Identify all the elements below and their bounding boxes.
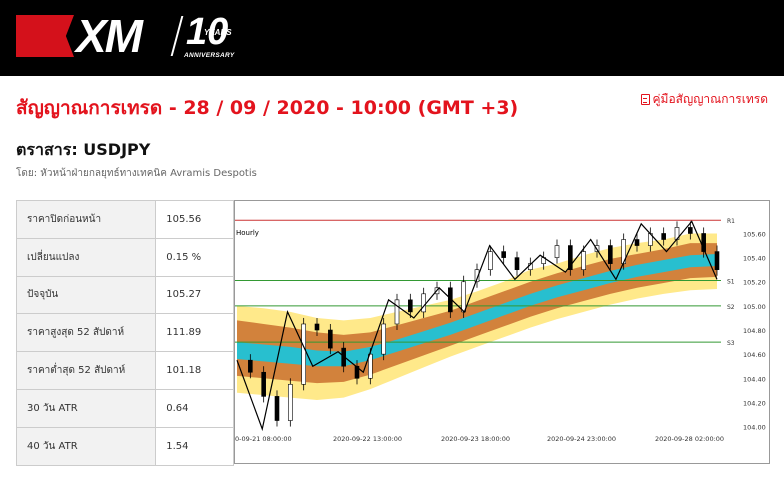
y-tick-label: 105.20 bbox=[743, 279, 766, 287]
x-tick-label: 0-09-21 08:00:00 bbox=[235, 435, 292, 443]
candle-body bbox=[581, 251, 586, 270]
stat-value: 111.89 bbox=[155, 313, 234, 353]
y-tick-label: 105.00 bbox=[743, 303, 766, 311]
candle-body bbox=[661, 233, 666, 240]
table-row: 40 วัน ATR 1.54 bbox=[15, 426, 234, 466]
price-chart: R1 S1 S2 S3 104.00 104.20 104.40 104.60 104.80 10… bbox=[234, 200, 770, 464]
y-tick-label: 104.20 bbox=[743, 399, 766, 407]
candle-body bbox=[488, 251, 493, 270]
candle-body bbox=[381, 323, 386, 355]
stat-value: 105.56 bbox=[155, 200, 234, 239]
y-tick-label: 104.60 bbox=[743, 351, 766, 359]
bull-logo-icon bbox=[16, 15, 74, 57]
candle-body bbox=[368, 353, 373, 379]
anniversary-number: 10 bbox=[186, 11, 229, 53]
logo-separator bbox=[170, 16, 184, 56]
site-header: XM 10 YEARS ANNIVERSARY bbox=[0, 0, 784, 76]
table-row: 30 วัน ATR 0.64 bbox=[15, 388, 234, 428]
candle-body bbox=[354, 365, 360, 379]
table-row: ราคาปิดก่อนหน้า 105.56 bbox=[15, 200, 234, 239]
candle-body bbox=[328, 329, 333, 349]
candle-body bbox=[688, 227, 693, 234]
candle-body bbox=[634, 239, 640, 246]
stat-label: เปลี่ยนแปลง bbox=[15, 237, 157, 277]
stat-label: ปัจจุบัน bbox=[15, 275, 157, 315]
table-row: ปัจจุบัน 105.27 bbox=[15, 275, 234, 315]
y-tick-label: 104.40 bbox=[743, 375, 766, 383]
stat-label: ราคาสูงสุด 52 สัปดาห์ bbox=[15, 313, 157, 353]
price-chart-svg: R1 S1 S2 S3 104.00 104.20 104.40 104.60 104.80 10… bbox=[235, 218, 766, 443]
candle-body bbox=[714, 251, 720, 270]
candle-body bbox=[394, 299, 400, 325]
timeframe-label: Hourly bbox=[236, 229, 259, 237]
candle-body bbox=[514, 257, 520, 270]
stat-value: 0.15 % bbox=[155, 237, 234, 277]
y-tick-label: 104.00 bbox=[743, 424, 766, 432]
page-title: สัญญาณการเทรด - 28 / 09 / 2020 - 10:00 (… bbox=[16, 97, 519, 119]
candle-body bbox=[301, 323, 306, 385]
candle-body bbox=[248, 359, 253, 373]
anniversary-years: YEARS bbox=[204, 28, 232, 37]
x-tick-label: 2020-09-24 23:00:00 bbox=[547, 435, 616, 443]
stats-table: ราคาปิดก่อนหน้า 105.56 เปลี่ยนแปลง 0.15 % … bbox=[15, 200, 234, 466]
stat-value: 0.64 bbox=[155, 388, 234, 428]
level-label-s3: S3 bbox=[727, 340, 735, 347]
y-tick-label: 104.80 bbox=[743, 327, 766, 335]
level-label-s2: S2 bbox=[727, 304, 735, 311]
candle-body bbox=[288, 384, 293, 421]
instrument-heading: ตราสาร: USDJPY bbox=[16, 140, 151, 159]
table-row: ราคาสูงสุด 52 สัปดาห์ 111.89 bbox=[15, 313, 234, 353]
x-tick-label: 2020-09-28 02:00:00 bbox=[655, 435, 724, 443]
candle-body bbox=[421, 293, 426, 313]
candle-body bbox=[501, 251, 506, 258]
candle-body bbox=[608, 245, 613, 264]
table-row: เปลี่ยนแปลง 0.15 % bbox=[15, 237, 234, 277]
x-tick-label: 2020-09-23 18:00:00 bbox=[441, 435, 510, 443]
candle-body bbox=[274, 396, 280, 421]
stat-label: ราคาต่ำสุด 52 สัปดาห์ bbox=[15, 351, 157, 390]
anniversary-label: ANNIVERSARY bbox=[184, 52, 235, 59]
candle-body bbox=[461, 281, 466, 313]
stat-value: 101.18 bbox=[155, 351, 234, 390]
trading-signal-guide-link[interactable]: คู่มือสัญญาณการเทรด bbox=[640, 90, 769, 109]
x-tick-label: 2020-09-22 13:00:00 bbox=[333, 435, 402, 443]
pdf-icon bbox=[640, 94, 650, 105]
y-tick-label: 105.40 bbox=[743, 255, 766, 263]
level-label-r1: R1 bbox=[727, 218, 735, 225]
y-tick-label: 105.60 bbox=[743, 230, 766, 238]
candle-body bbox=[314, 323, 320, 331]
candle-body bbox=[408, 299, 413, 313]
candle-body bbox=[701, 233, 706, 252]
candle-body bbox=[261, 371, 266, 397]
stat-label: 40 วัน ATR bbox=[15, 426, 157, 466]
zigzag-line bbox=[236, 220, 718, 432]
stat-value: 105.27 bbox=[155, 275, 234, 315]
level-label-s1: S1 bbox=[727, 279, 735, 286]
stat-value: 1.54 bbox=[155, 426, 234, 466]
stat-label: 30 วัน ATR bbox=[15, 388, 157, 428]
candle-body bbox=[568, 245, 573, 270]
xm-logo[interactable]: XM bbox=[76, 10, 143, 62]
table-row: ราคาต่ำสุด 52 สัปดาห์ 101.18 bbox=[15, 351, 234, 390]
author-line: โดย: หัวหน้าฝ่ายกลยุทธ์ทางเทคนิค Avramis… bbox=[16, 168, 257, 179]
stat-label: ราคาปิดก่อนหน้า bbox=[15, 200, 157, 239]
candle-body bbox=[554, 245, 560, 258]
band-inner bbox=[237, 253, 717, 367]
guide-link-label: คู่มือสัญญาณการเทรด bbox=[652, 92, 769, 106]
candle-body bbox=[474, 269, 480, 283]
